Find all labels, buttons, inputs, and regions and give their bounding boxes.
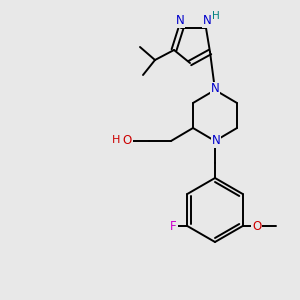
Text: N: N bbox=[211, 82, 219, 95]
Text: O: O bbox=[252, 220, 261, 232]
Text: N: N bbox=[176, 14, 184, 28]
Text: N: N bbox=[212, 134, 220, 148]
Text: O: O bbox=[122, 134, 132, 148]
Text: N: N bbox=[202, 14, 211, 28]
Text: F: F bbox=[170, 220, 177, 232]
Text: H: H bbox=[112, 135, 120, 145]
Text: H: H bbox=[212, 11, 220, 21]
